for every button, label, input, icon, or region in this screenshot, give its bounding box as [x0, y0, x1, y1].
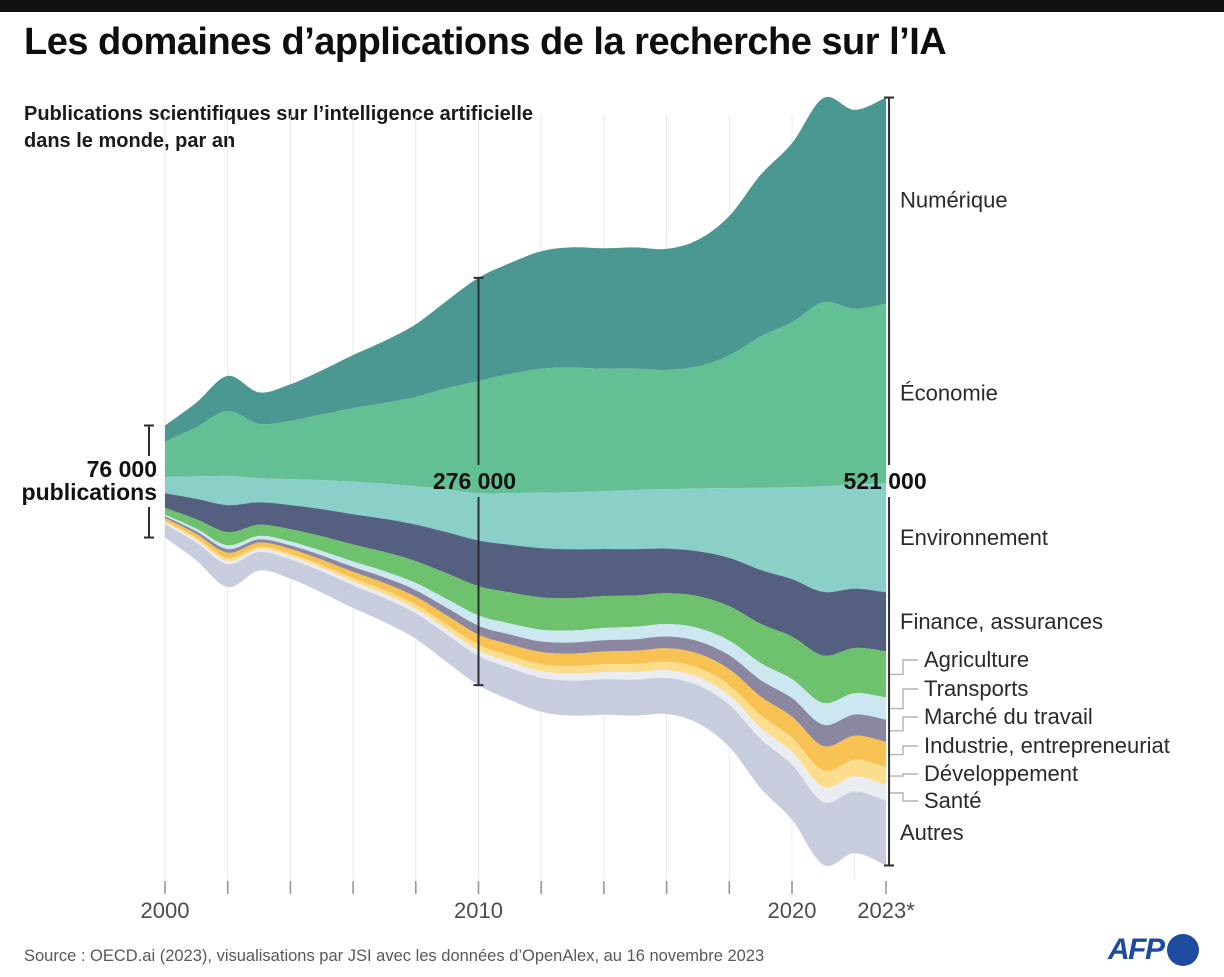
band-environnement — [165, 475, 887, 593]
annotation-value-2010: 276 000 — [433, 468, 516, 494]
afp-logo-dot-icon — [1166, 934, 1199, 966]
band-economie — [165, 302, 887, 494]
legend-connector-agriculture — [890, 659, 918, 676]
legend-label-finance-assurances: Finance, assurances — [900, 609, 1103, 634]
annotation-value-2000: 76 000 — [87, 456, 157, 482]
legend-label-numerique: Numérique — [900, 188, 1008, 213]
legend-label-industrie-entrepreneuriat: Industrie, entrepreneuriat — [924, 733, 1170, 758]
annotation-2023: 521 000 — [843, 96, 927, 867]
legend-connector-marche-du-travail — [890, 716, 918, 732]
band-marche-du-travail — [165, 516, 887, 747]
stream-bands — [165, 96, 887, 867]
top-bar — [0, 0, 1224, 12]
band-industrie-entrepreneuriat — [165, 518, 887, 772]
legend-label-transports: Transports — [924, 676, 1028, 701]
annotation-value-2023: 521 000 — [843, 468, 926, 494]
legend-label-environnement: Environnement — [900, 525, 1048, 550]
x-axis: 2000 2010 2020 2023* — [141, 881, 915, 923]
x-axis-label-2010: 2010 — [454, 898, 503, 923]
band-agriculture — [165, 507, 887, 704]
legend-label-marche-du-travail: Marché du travail — [924, 704, 1093, 729]
legend-connector-industrie-entrepreneuriat — [890, 745, 918, 756]
legend-label-economie: Économie — [900, 381, 998, 406]
legend-connector-developpement — [890, 773, 918, 777]
band-autres — [165, 524, 887, 867]
afp-logo-text: AFP — [1108, 933, 1165, 966]
subtitle-line-2: dans le monde, par an — [24, 130, 236, 152]
x-axis-label-2020: 2020 — [768, 898, 817, 923]
legend-label-sante: Santé — [924, 788, 982, 813]
x-axis-label-2000: 2000 — [141, 898, 190, 923]
band-numerique — [165, 96, 887, 442]
band-finance-assurances — [165, 493, 887, 656]
page-title: Les domaines d’applications de la recher… — [24, 21, 947, 63]
band-transports — [165, 514, 887, 726]
legend-label-agriculture: Agriculture — [924, 647, 1029, 672]
source-note: Source : OECD.ai (2023), visualisations … — [24, 947, 765, 965]
annotation-unit-2000: publications — [22, 479, 157, 505]
legend-label-autres: Autres — [900, 820, 964, 845]
afp-logo: AFP — [1108, 933, 1199, 967]
chart-subtitle: Publications scientifiques sur l’intelli… — [24, 101, 533, 155]
annotation-2010: 276 000 — [433, 276, 516, 687]
x-axis-label-2023: 2023* — [857, 898, 915, 923]
legend-connector-transports — [890, 688, 918, 710]
legend-label-developpement: Développement — [924, 761, 1078, 786]
legend-connector-sante — [890, 792, 918, 802]
legend: Numérique Économie Environnement Finance, a… — [890, 188, 1170, 845]
subtitle-line-1: Publications scientifiques sur l’intelli… — [24, 103, 534, 125]
